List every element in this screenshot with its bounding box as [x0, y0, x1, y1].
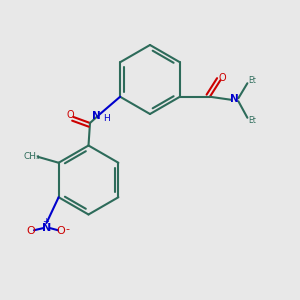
Text: -: - [66, 224, 70, 234]
Text: Et: Et [248, 116, 256, 125]
Text: N: N [42, 223, 51, 233]
Text: O: O [218, 73, 226, 83]
Text: CH₃: CH₃ [24, 152, 40, 160]
Text: N: N [92, 111, 100, 121]
Text: O: O [27, 226, 35, 236]
Text: +: + [42, 217, 49, 226]
Text: O: O [66, 110, 74, 121]
Text: N: N [230, 94, 239, 104]
Text: Et: Et [248, 76, 256, 85]
Text: O: O [57, 226, 65, 236]
Text: H: H [103, 114, 110, 123]
